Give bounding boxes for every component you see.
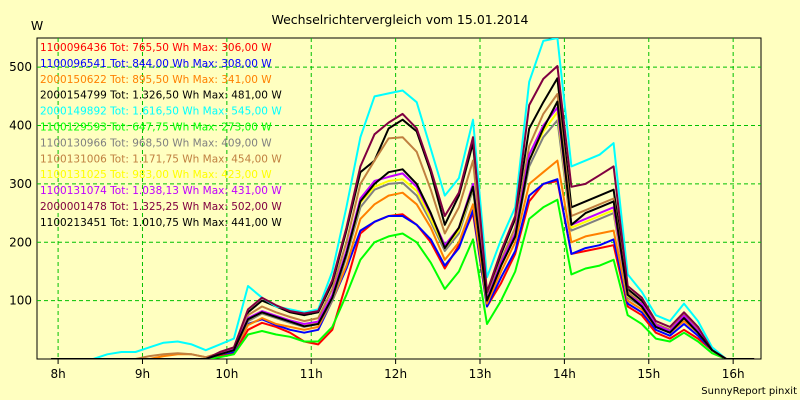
legend-entry-2000154799: 2000154799 Tot: 1.326,50 Wh Max: 481,00 … bbox=[40, 90, 282, 102]
x-tick-label: 13h bbox=[469, 367, 492, 381]
legend-entry-1100129593: 1100129593 Tot: 647,75 Wh Max: 273,00 W bbox=[40, 122, 272, 134]
series-line-1100096436 bbox=[51, 180, 755, 359]
legend-entry-1100130966: 1100130966 Tot: 968,50 Wh Max: 409,00 W bbox=[40, 137, 272, 149]
legend: 1100096436 Tot: 765,50 Wh Max: 306,00 W 1… bbox=[40, 42, 282, 229]
series-line-1100131074 bbox=[51, 106, 755, 359]
legend-entry-2000001478: 2000001478 Tot: 1.325,25 Wh Max: 502,00 … bbox=[40, 201, 282, 213]
chart-title: Wechselrichtervergleich vom 15.01.2014 bbox=[271, 12, 528, 27]
y-tick-label: 100 bbox=[9, 294, 32, 308]
x-axis: 8h 9h 10h 11h 12h 13h 14h 15h 16h bbox=[50, 359, 745, 381]
x-tick-label: 11h bbox=[300, 367, 323, 381]
grid-layer bbox=[37, 38, 761, 359]
y-tick-label: 400 bbox=[9, 119, 32, 133]
legend-entry-2000150622: 2000150622 Tot: 895,50 Wh Max: 341,00 W bbox=[40, 74, 272, 86]
x-tick-label: 8h bbox=[50, 367, 65, 381]
x-tick-label: 12h bbox=[384, 367, 407, 381]
x-tick-label: 9h bbox=[135, 367, 150, 381]
series-line-1100131006 bbox=[51, 93, 755, 359]
legend-entry-1100131025: 1100131025 Tot: 983,00 Wh Max: 423,00 W bbox=[40, 169, 272, 181]
series-line-2000150622 bbox=[51, 159, 755, 359]
x-tick-label: 15h bbox=[637, 367, 660, 381]
legend-entry-1100213451: 1100213451 Tot: 1.010,75 Wh Max: 441,00 … bbox=[40, 217, 282, 229]
y-tick-label: 200 bbox=[9, 235, 32, 249]
legend-entry-1100096541: 1100096541 Tot: 844,00 Wh Max: 308,00 W bbox=[40, 58, 272, 70]
legend-entry-1100131074: 1100131074 Tot: 1.038,13 Wh Max: 431,00 … bbox=[40, 185, 282, 197]
y-tick-label: 300 bbox=[9, 177, 32, 191]
legend-entry-2000149892: 2000149892 Tot: 1.616,50 Wh Max: 545,00 … bbox=[40, 106, 282, 118]
y-axis: 100 200 300 400 500 bbox=[9, 60, 32, 307]
series-layer bbox=[51, 38, 755, 359]
series-line-2000149892 bbox=[51, 38, 755, 359]
series-line-1100213451 bbox=[51, 100, 755, 359]
x-tick-label: 16h bbox=[722, 367, 745, 381]
legend-entry-1100096436: 1100096436 Tot: 765,50 Wh Max: 306,00 W bbox=[40, 42, 272, 54]
x-tick-label: 10h bbox=[215, 367, 238, 381]
y-axis-unit: W bbox=[31, 18, 43, 33]
series-line-2000154799 bbox=[51, 77, 755, 359]
legend-entry-1100131006: 1100131006 Tot: 1.171,75 Wh Max: 454,00 … bbox=[40, 153, 282, 165]
series-line-1100129593 bbox=[51, 198, 755, 359]
x-tick-label: 14h bbox=[553, 367, 576, 381]
series-line-2000001478 bbox=[51, 65, 755, 359]
footer-credit: SunnyReport pinxit bbox=[701, 386, 797, 397]
y-tick-label: 500 bbox=[9, 60, 32, 74]
series-line-1100096541 bbox=[51, 178, 755, 359]
